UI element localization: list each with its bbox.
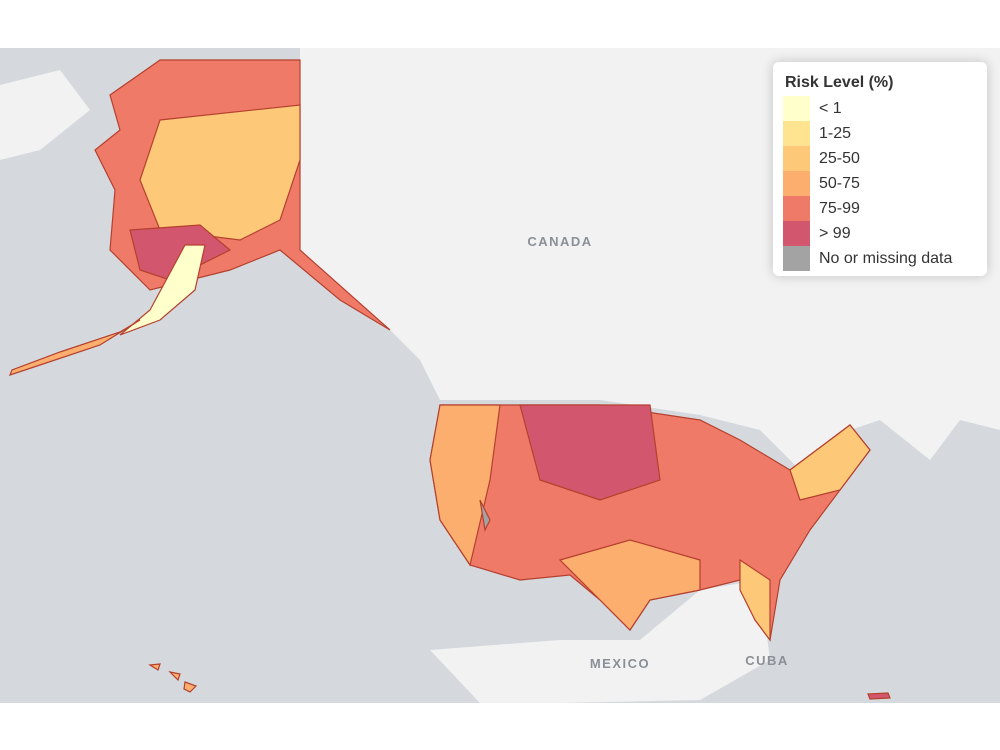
- map-label: CANADA: [527, 234, 592, 249]
- map-label: MEXICO: [590, 656, 650, 671]
- legend-label: 75-99: [819, 200, 860, 217]
- west-coast: [429, 404, 501, 567]
- legend-swatch: [783, 196, 810, 221]
- legend-item: 75-99: [783, 196, 983, 221]
- legend-item: < 1: [783, 96, 983, 121]
- map-label: CUBA: [745, 653, 789, 668]
- texas: [558, 539, 701, 631]
- legend-item: No or missing data: [783, 246, 983, 271]
- alaska-interior: [139, 104, 301, 241]
- legend-label: 50-75: [819, 175, 860, 192]
- legend-item: 50-75: [783, 171, 983, 196]
- legend-swatch: [783, 246, 810, 271]
- legend-swatch: [783, 146, 810, 171]
- missing: [479, 499, 491, 532]
- legend-swatch: [783, 221, 810, 246]
- legend-label: < 1: [819, 100, 842, 117]
- legend-swatch: [783, 96, 810, 121]
- florida: [739, 558, 771, 642]
- aleutians: [8, 319, 141, 376]
- hawaii: [148, 663, 198, 693]
- legend-item: 1-25: [783, 121, 983, 146]
- legend-label: > 99: [819, 225, 851, 242]
- legend-label: 1-25: [819, 125, 852, 142]
- land: [0, 70, 90, 160]
- legend-item: 25-50: [783, 146, 983, 171]
- legend-swatch: [783, 171, 810, 196]
- puerto-rico: [867, 692, 891, 700]
- legend-item: > 99: [783, 221, 983, 246]
- alaska-peninsula: [119, 244, 206, 336]
- northeast: [789, 424, 871, 501]
- legend-swatch: [783, 121, 810, 146]
- legend: Risk Level (%) < 1 1-25 25-50 50-75 75-99 > 9…: [773, 62, 987, 276]
- legend-title: Risk Level (%): [785, 74, 894, 91]
- northern-plains: [519, 404, 661, 501]
- legend-label: No or missing data: [819, 250, 953, 267]
- legend-label: 25-50: [819, 150, 860, 167]
- land: [430, 580, 770, 703]
